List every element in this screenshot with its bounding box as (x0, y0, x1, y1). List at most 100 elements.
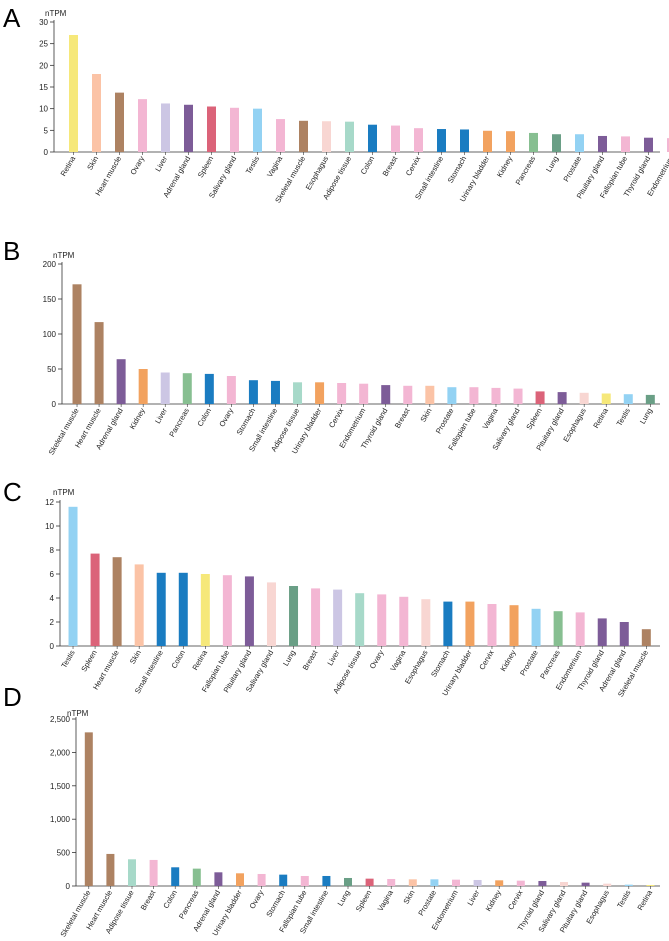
x-tick-label: Retina (591, 406, 610, 430)
bar-esophagus (322, 121, 331, 152)
bar-colon (178, 572, 188, 646)
bar-kidney (509, 605, 519, 646)
panel-letter: A (3, 3, 21, 33)
bar-kidney (506, 131, 515, 152)
bar-breast (149, 859, 158, 886)
y-tick-label: 2,500 (50, 715, 71, 724)
bar-liver (160, 372, 170, 404)
bar-testis (68, 506, 78, 646)
x-tick-label: Liver (465, 888, 481, 907)
panel-letter: D (3, 682, 22, 712)
x-tick-label: Ovary (217, 406, 235, 428)
bar-spleen (207, 106, 216, 152)
y-tick-label: 50 (47, 365, 56, 374)
bar-retina (69, 35, 78, 152)
bar-pituitary-gland (598, 135, 607, 152)
bar-stomach (248, 380, 258, 404)
x-tick-label: Kidney (498, 648, 517, 673)
x-tick-label: Kidney (128, 406, 147, 431)
x-tick-label: Cervix (404, 154, 423, 177)
x-tick-label: Skeletal muscle (47, 407, 81, 457)
bar-ovary (257, 873, 266, 886)
y-tick-label: 0 (44, 148, 49, 157)
bar-ovary (138, 99, 147, 152)
y-tick-label: 0 (52, 400, 57, 409)
x-tick-label: Skin (85, 155, 100, 172)
y-tick-label: 20 (39, 61, 48, 70)
bar-vagina (387, 878, 396, 886)
bar-retina (646, 884, 655, 886)
bar-stomach (460, 129, 469, 152)
x-tick-label: Vagina (481, 406, 501, 431)
x-tick-label: Prostate (416, 889, 438, 918)
bar-skeletal-muscle (299, 120, 308, 152)
bar-lung (344, 877, 352, 886)
bar-colon (171, 867, 180, 886)
bar-prostate (531, 608, 541, 646)
bar-urinary-bladder (236, 873, 244, 886)
bar-small-intestine (156, 572, 166, 646)
bar-salivary-gland (513, 388, 523, 404)
bar-skin (134, 564, 144, 646)
bar-liver (161, 103, 170, 152)
bar-salivary-gland (560, 881, 568, 886)
y-tick-label: 10 (45, 522, 54, 531)
bar-pituitary-gland (244, 576, 254, 646)
x-tick-label: Retina (59, 154, 78, 178)
x-tick-label: Colon (169, 649, 187, 670)
bar-retina (200, 574, 210, 646)
y-unit-label: nTPM (53, 251, 75, 260)
bar-heart-muscle (115, 92, 124, 152)
panel-letter: C (3, 477, 22, 507)
x-tick-label: Stomach (264, 889, 287, 919)
y-tick-label: 1,000 (50, 815, 71, 824)
x-tick-label: Pancreas (177, 888, 201, 920)
y-unit-label: nTPM (53, 488, 75, 497)
panel-letter: B (3, 236, 20, 266)
bar-fallopian-tube (300, 875, 309, 886)
bar-pancreas (553, 611, 563, 646)
bar-lung (289, 586, 299, 646)
bar-endometrium (575, 612, 585, 646)
y-tick-label: 4 (50, 594, 55, 603)
x-tick-label: Spleen (354, 889, 373, 914)
bar-testis (253, 108, 262, 152)
bar-skin (425, 385, 435, 404)
bar-thyroid-gland (597, 618, 607, 646)
bar-small-intestine (270, 380, 280, 404)
bar-vagina (491, 387, 501, 404)
x-tick-label: Vagina (388, 648, 408, 673)
y-unit-label: nTPM (67, 709, 89, 718)
bar-pituitary-gland (581, 882, 590, 886)
bar-adrenal-gland (214, 872, 223, 886)
x-tick-label: Kidney (495, 154, 514, 179)
bar-breast (391, 125, 400, 152)
x-tick-label: Stomach (446, 155, 469, 185)
bar-cervix (414, 128, 423, 152)
bar-urinary-bladder (483, 130, 492, 152)
bar-vagina (276, 119, 285, 152)
bar-prostate (447, 387, 457, 404)
bar-thyroid-gland (644, 137, 653, 152)
x-tick-label: Liver (153, 406, 169, 425)
y-tick-label: 15 (39, 83, 48, 92)
bar-adrenal-gland (116, 359, 126, 404)
bar-spleen (90, 553, 100, 646)
bar-skin (408, 879, 417, 886)
x-tick-label: Pancreas (514, 154, 538, 186)
x-tick-label: Vagina (376, 888, 396, 913)
x-tick-label: Cervix (327, 406, 346, 429)
x-tick-label: Testis (615, 406, 633, 427)
bar-heart-muscle (112, 557, 122, 646)
bar-kidney (495, 880, 504, 886)
bar-fallopian-tube (621, 136, 630, 152)
bar-thyroid-gland (381, 385, 391, 404)
bar-urinary-bladder (315, 382, 325, 404)
x-tick-label: Breast (139, 888, 158, 912)
bar-adipose-tissue (293, 382, 303, 404)
bar-skeletal-muscle (641, 629, 651, 646)
x-tick-label: Kidney (484, 888, 503, 913)
x-tick-label: Vagina (265, 154, 285, 179)
bar-lung (645, 394, 655, 404)
